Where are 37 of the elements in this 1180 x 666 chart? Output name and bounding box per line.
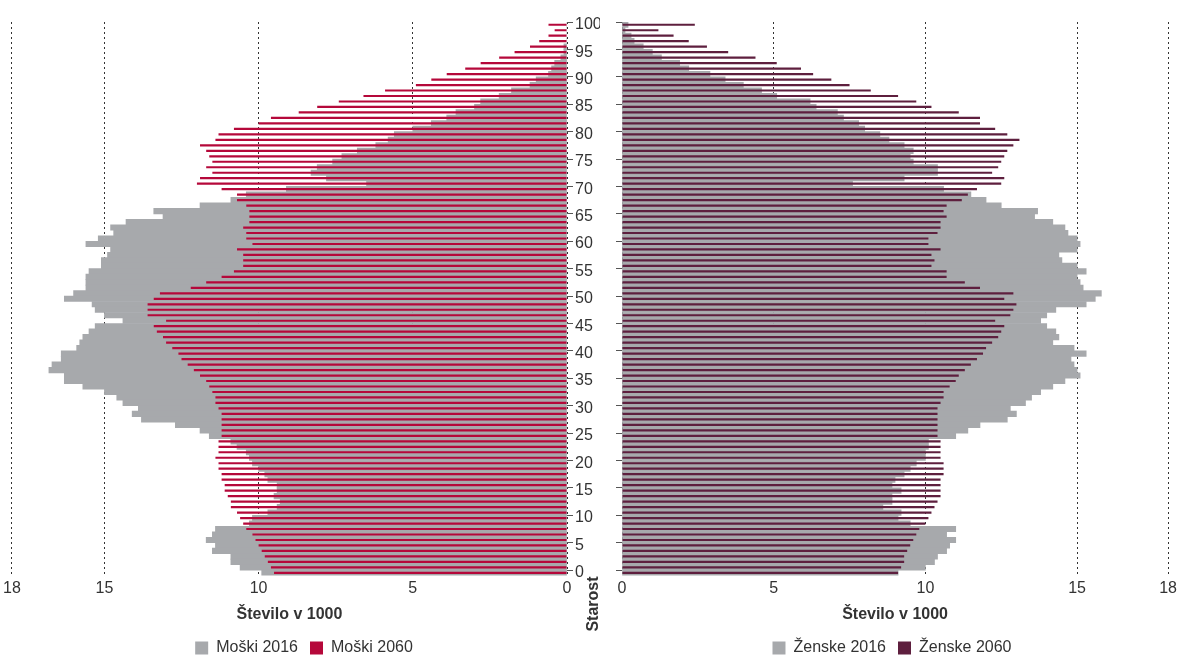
y-tick-label: 75 [575, 152, 593, 170]
y-tick-label: 25 [575, 426, 593, 444]
y-tick-label: 90 [575, 69, 593, 87]
y-axis-title: Starost [583, 576, 602, 632]
y-tick-label: 60 [575, 234, 593, 252]
x-tick-label: 10 [249, 578, 268, 596]
legend-label: Moški 2016 [216, 638, 299, 656]
y-tick-label: 55 [575, 261, 593, 279]
y-tick-label: 95 [575, 42, 593, 60]
x-tick-label: 10 [916, 578, 935, 596]
x-axis-title: Število v 1000 [842, 603, 949, 622]
y-tick-label: 65 [575, 206, 593, 224]
x-tick-label: 18 [3, 578, 21, 596]
y-tick-label: 15 [575, 481, 593, 499]
x-tick-label: 15 [1068, 578, 1087, 596]
y-tick-label: 5 [575, 535, 584, 553]
x-tick-label: 0 [562, 578, 572, 596]
y-tick-label: 30 [575, 398, 593, 416]
y-tick-label: 80 [575, 124, 593, 142]
legend-label: Ženske 2016 [793, 637, 887, 656]
x-tick-label: 18 [1159, 578, 1178, 596]
y-tick-label: 45 [575, 316, 593, 334]
y-tick-label: 50 [575, 289, 593, 307]
y-tick-label: 70 [575, 179, 593, 197]
x-tick-label: 5 [769, 578, 779, 596]
y-tick-label: 20 [575, 453, 593, 471]
y-tick-label: 40 [575, 344, 593, 362]
y-tick-label: 85 [575, 97, 593, 115]
y-tick-label: 0 [575, 563, 584, 581]
y-tick-label: 10 [575, 508, 593, 526]
y-tick-label: 35 [575, 371, 593, 389]
x-axis-title: Število v 1000 [236, 603, 343, 622]
legend-label: Ženske 2060 [919, 637, 1012, 656]
x-tick-label: 0 [617, 578, 627, 596]
legend-label: Moški 2060 [331, 638, 413, 656]
x-tick-label: 5 [408, 578, 418, 596]
x-tick-label: 15 [95, 578, 114, 596]
